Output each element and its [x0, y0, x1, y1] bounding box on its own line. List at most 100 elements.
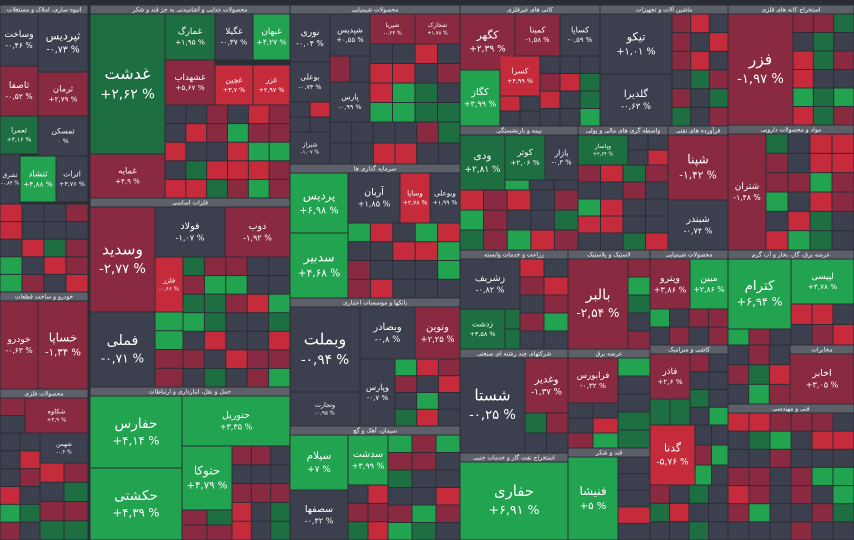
small-tile — [672, 107, 691, 126]
stock-name: گدنا — [664, 442, 682, 455]
small-tile — [370, 279, 393, 298]
stock-tile — [568, 259, 628, 349]
small-tile — [460, 210, 484, 230]
small-tile — [40, 521, 64, 540]
sector-title: فرآورده های نفتی — [676, 126, 721, 135]
stock-tile — [290, 132, 330, 164]
small-tile — [834, 51, 854, 69]
small-tile — [812, 504, 833, 522]
stock-name: پردیس — [303, 189, 335, 204]
small-tile — [393, 83, 415, 102]
stock-name: ثمسکن — [51, 126, 74, 135]
stock-tile — [460, 70, 500, 126]
stock-tile — [415, 307, 460, 359]
small-tile — [813, 88, 834, 106]
small-tile — [650, 522, 669, 540]
stock-name: سدشت — [353, 449, 383, 460]
small-tile — [436, 488, 460, 505]
stock-change: +۴,۶۸ % — [298, 268, 340, 280]
sector-title: محصولات فلزی — [24, 391, 63, 398]
small-tile — [749, 486, 770, 504]
small-tile — [709, 309, 728, 327]
small-tile — [791, 431, 812, 449]
small-tile — [690, 354, 709, 372]
sector-header — [728, 404, 854, 413]
stock-change: +۳,۷ % — [223, 86, 246, 94]
sector-header — [568, 250, 650, 259]
small-tile — [370, 261, 393, 279]
stock-tile — [790, 354, 854, 404]
stock-change: +۳,۸۶ % — [654, 285, 687, 295]
stock-name: وبوعلی — [434, 189, 456, 198]
sector-title: کانی های غیرفلزی — [507, 7, 553, 14]
small-tile — [728, 384, 749, 404]
small-tile — [833, 486, 854, 504]
small-tile — [728, 329, 749, 345]
small-tile — [0, 274, 22, 292]
small-tile — [370, 83, 392, 102]
stock-tile — [90, 207, 155, 312]
stock-name: وساپا — [407, 189, 423, 198]
small-tile — [670, 309, 689, 327]
small-tile — [812, 325, 833, 345]
small-tile — [670, 485, 689, 503]
small-tile — [395, 376, 417, 392]
stock-name: سیلام — [307, 450, 332, 462]
small-tile — [766, 192, 788, 211]
small-tile — [370, 103, 392, 122]
stock-tile — [0, 301, 38, 389]
stock-name: تیکو — [626, 30, 646, 45]
small-tile — [0, 433, 20, 451]
small-tile — [691, 14, 709, 33]
small-tile — [417, 122, 438, 143]
sector-title: قند و شکر — [595, 450, 622, 457]
small-tile — [689, 327, 708, 345]
small-tile — [438, 103, 460, 122]
small-tile — [22, 274, 44, 292]
stock-change: +۴,۱۴ % — [113, 433, 160, 447]
small-tile — [646, 165, 668, 182]
stock-change: +۶,۹۸ % — [299, 205, 338, 216]
small-tile — [415, 223, 438, 242]
small-tile — [628, 135, 648, 150]
small-tile — [593, 418, 618, 433]
small-tile — [40, 502, 64, 521]
small-tile — [793, 88, 813, 106]
small-tile — [438, 376, 460, 392]
stock-name: وتجارت — [315, 401, 335, 409]
small-tile — [505, 309, 520, 329]
small-tile — [393, 64, 415, 83]
small-tile — [438, 393, 460, 409]
stock-change: -۰,۳ % — [551, 159, 571, 167]
stock-change: +۲,۰۶ % — [510, 158, 539, 167]
small-tile — [388, 453, 412, 470]
small-tile — [269, 179, 290, 198]
small-tile — [436, 435, 460, 452]
small-tile — [670, 503, 689, 522]
small-tile — [749, 329, 770, 345]
small-tile — [788, 153, 810, 173]
small-tile — [228, 142, 248, 161]
stock-tile — [253, 65, 290, 105]
stock-name: آریان — [364, 185, 384, 198]
small-tile — [271, 521, 290, 540]
small-tile — [670, 327, 689, 345]
stock-name: غگیلا — [225, 26, 243, 37]
small-tile — [388, 505, 412, 522]
stock-name: وسدید — [102, 241, 143, 260]
small-tile — [540, 109, 560, 126]
stock-name: وپترو — [659, 273, 680, 284]
stock-name: ثعمرا — [11, 126, 27, 135]
small-tile — [520, 313, 544, 331]
small-tile — [412, 435, 436, 452]
small-tile — [770, 522, 791, 540]
small-tile — [812, 304, 833, 324]
small-tile — [560, 91, 580, 108]
small-tile — [812, 431, 833, 449]
small-tile — [226, 331, 247, 350]
small-tile — [247, 276, 269, 294]
small-tile — [670, 522, 689, 540]
small-tile — [226, 350, 247, 368]
small-tile — [712, 425, 728, 445]
small-tile — [690, 407, 709, 425]
